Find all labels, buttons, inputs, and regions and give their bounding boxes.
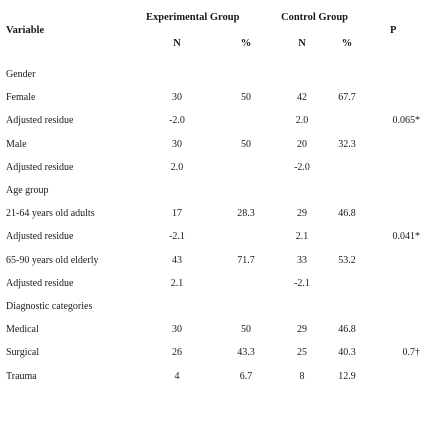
experimental-n-cell: 30 [172,139,182,150]
experimental-pct-cell: 71.7 [237,255,255,266]
control-pct-cell: 12.9 [338,371,356,382]
row-label: Adjusted residue [6,231,74,242]
experimental-pct-cell: 50 [241,139,251,150]
experimental-n-cell: 26 [172,347,182,358]
header-n-experimental: N [173,38,181,49]
row-label: Adjusted residue [6,115,74,126]
experimental-n-cell: -2.1 [169,231,185,242]
control-n-cell: 2.0 [295,115,309,126]
control-pct-cell: 32.3 [338,139,356,150]
row-label: 21-64 years old adults [6,208,95,219]
experimental-pct-cell: 50 [241,92,251,103]
experimental-n-cell: 4 [174,371,180,382]
row-label: Adjusted residue [6,162,74,173]
experimental-n-cell: -2.0 [169,115,185,126]
row-label: 65-90 years old elderly [6,255,99,266]
header-control-group: Control Group [281,12,348,23]
control-n-cell: 42 [297,92,307,103]
row-label: Male [6,139,27,150]
header-pct-experimental: % [240,38,252,49]
row-label: Age group [6,185,49,196]
experimental-n-cell: 2.0 [170,162,184,173]
control-n-cell: -2.1 [294,278,310,289]
control-n-cell: 29 [297,324,307,335]
row-label: Female [6,92,36,103]
experimental-pct-cell: 43.3 [237,347,255,358]
control-pct-cell: 53.2 [338,255,356,266]
control-pct-cell: 67.7 [338,92,356,103]
header-pct-control: % [341,38,353,49]
control-pct-cell: 46.8 [338,324,356,335]
header-n-control: N [298,38,306,49]
control-pct-cell: 46.8 [338,208,356,219]
control-pct-cell: 40.3 [338,347,356,358]
p-value-cell: 0.041* [392,231,421,242]
row-label: Trauma [6,371,37,382]
control-n-cell: 33 [297,255,307,266]
row-label: Gender [6,69,36,80]
p-value-cell: 0.065* [392,115,421,126]
control-n-cell: 8 [299,371,305,382]
experimental-pct-cell: 6.7 [239,371,253,382]
row-label: Diagnostic categories [6,301,93,312]
control-n-cell: 25 [297,347,307,358]
control-n-cell: -2.0 [294,162,310,173]
experimental-n-cell: 30 [172,92,182,103]
control-n-cell: 2.1 [295,231,309,242]
row-label: Adjusted residue [6,278,74,289]
header-variable: Variable [6,25,45,36]
control-n-cell: 20 [297,139,307,150]
experimental-pct-cell: 50 [241,324,251,335]
experimental-pct-cell: 28.3 [237,208,255,219]
experimental-n-cell: 30 [172,324,182,335]
control-n-cell: 29 [297,208,307,219]
header-p: P [390,25,397,36]
experimental-n-cell: 17 [172,208,182,219]
header-experimental-group: Experimental Group [146,12,240,23]
row-label: Medical [6,324,39,335]
p-value-cell: 0.7† [402,347,421,358]
experimental-n-cell: 43 [172,255,182,266]
row-label: Surgical [6,347,40,358]
experimental-n-cell: 2.1 [170,278,184,289]
